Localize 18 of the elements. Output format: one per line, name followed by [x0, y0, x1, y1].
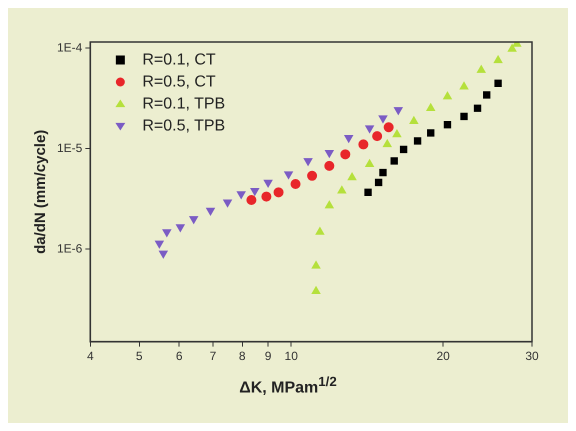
legend-label: R=0.5, TPB [142, 117, 226, 134]
legend-label: R=0.1, CT [142, 51, 216, 68]
legend-label: R=0.1, TPB [142, 95, 226, 112]
x-tick-label: 5 [136, 349, 143, 364]
x-tick-label: 20 [436, 349, 450, 364]
legend-label: R=0.5, CT [142, 73, 216, 90]
x-tick-label: 8 [238, 349, 246, 364]
y-tick-label: 1E-6 [56, 241, 83, 256]
x-tick-label: 9 [264, 349, 272, 364]
x-tick-label: 6 [176, 349, 183, 364]
x-tick-label: 7 [210, 349, 217, 364]
y-axis-title: da/dN (mm/cycle) [32, 130, 50, 254]
x-tick-label: 10 [284, 349, 298, 364]
y-tick-label: 1E-4 [56, 40, 83, 54]
x-tick-label: 30 [525, 349, 539, 364]
x-tick-label: 4 [87, 349, 94, 364]
x-axis-title: ΔK, MPam$^{1/2}$ [238, 374, 338, 397]
y-tick-label: 1E-5 [56, 140, 83, 155]
